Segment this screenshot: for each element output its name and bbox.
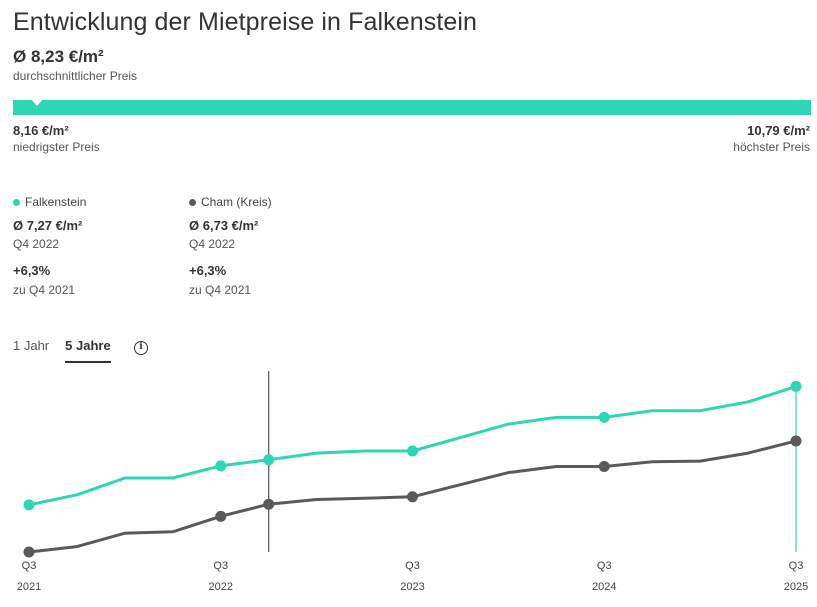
data-point-falkenstein <box>215 460 227 472</box>
max-price-label: höchster Preis <box>733 140 810 154</box>
x-tick-year: 2023 <box>400 581 424 593</box>
x-tick-quarter: Q3 <box>597 560 612 572</box>
data-point-cham <box>23 546 35 558</box>
data-point-cham <box>215 510 227 522</box>
legend-series-name: Falkenstein <box>25 195 87 209</box>
x-tick-year: 2024 <box>592 581 616 593</box>
data-point-cham <box>790 435 802 447</box>
data-point-falkenstein <box>790 380 802 392</box>
data-point-falkenstein <box>407 445 418 457</box>
legend-change: +6,3% <box>13 263 51 278</box>
page-title: Entwicklung der Mietpreise in Falkenstei… <box>13 8 478 36</box>
falkenstein-dot-icon <box>13 198 20 206</box>
x-tick-quarter: Q3 <box>22 560 37 572</box>
x-tick-year: 2025 <box>784 581 808 593</box>
legend-period: Q4 2022 <box>189 237 236 251</box>
legend-compare: zu Q4 2021 <box>13 283 76 297</box>
price-range-bar <box>13 100 811 115</box>
legend-price: Ø 6,73 €/m² <box>189 218 259 233</box>
legend-series-name: Cham (Kreis) <box>201 195 272 209</box>
x-tick-year: 2022 <box>209 581 233 593</box>
legend-compare: zu Q4 2021 <box>189 283 252 297</box>
legend-falkenstein: Falkenstein Ø 7,27 €/m² Q4 2022 +6,3% zu… <box>13 195 183 297</box>
legend-cham: Cham (Kreis) Ø 6,73 €/m² Q4 2022 +6,3% z… <box>189 195 359 297</box>
min-price: 8,16 €/m² <box>13 123 69 138</box>
cham-dot-icon <box>189 198 196 206</box>
data-point-cham <box>598 461 610 473</box>
period-tabs: 1 Jahr 5 Jahre <box>13 338 127 368</box>
data-point-cham <box>407 491 418 503</box>
x-tick-quarter: Q3 <box>789 560 804 572</box>
legend-period: Q4 2022 <box>13 237 60 251</box>
info-icon[interactable]: i <box>134 341 148 355</box>
legend-price: Ø 7,27 €/m² <box>13 218 83 233</box>
data-point-cham <box>263 498 275 510</box>
average-price-label: durchschnittlicher Preis <box>13 69 138 83</box>
x-tick-year: 2021 <box>17 581 41 593</box>
data-point-falkenstein <box>263 454 275 466</box>
max-price: 10,79 €/m² <box>747 123 810 138</box>
x-tick-quarter: Q3 <box>213 560 228 572</box>
current-price-marker-icon <box>30 99 43 106</box>
price-chart[interactable]: Q3 2021 Q3 2022 Q3 2023 Q3 2024 Q3 2025 <box>0 365 817 607</box>
tab-1-jahr[interactable]: 1 Jahr <box>13 338 50 353</box>
average-price: Ø 8,23 €/m² <box>13 47 104 66</box>
min-price-label: niedrigster Preis <box>13 140 100 154</box>
data-point-falkenstein <box>23 499 35 511</box>
x-tick-quarter: Q3 <box>405 560 420 572</box>
data-point-falkenstein <box>598 411 610 423</box>
legend-change: +6,3% <box>189 263 227 278</box>
tab-5-jahre[interactable]: 5 Jahre <box>65 338 111 363</box>
